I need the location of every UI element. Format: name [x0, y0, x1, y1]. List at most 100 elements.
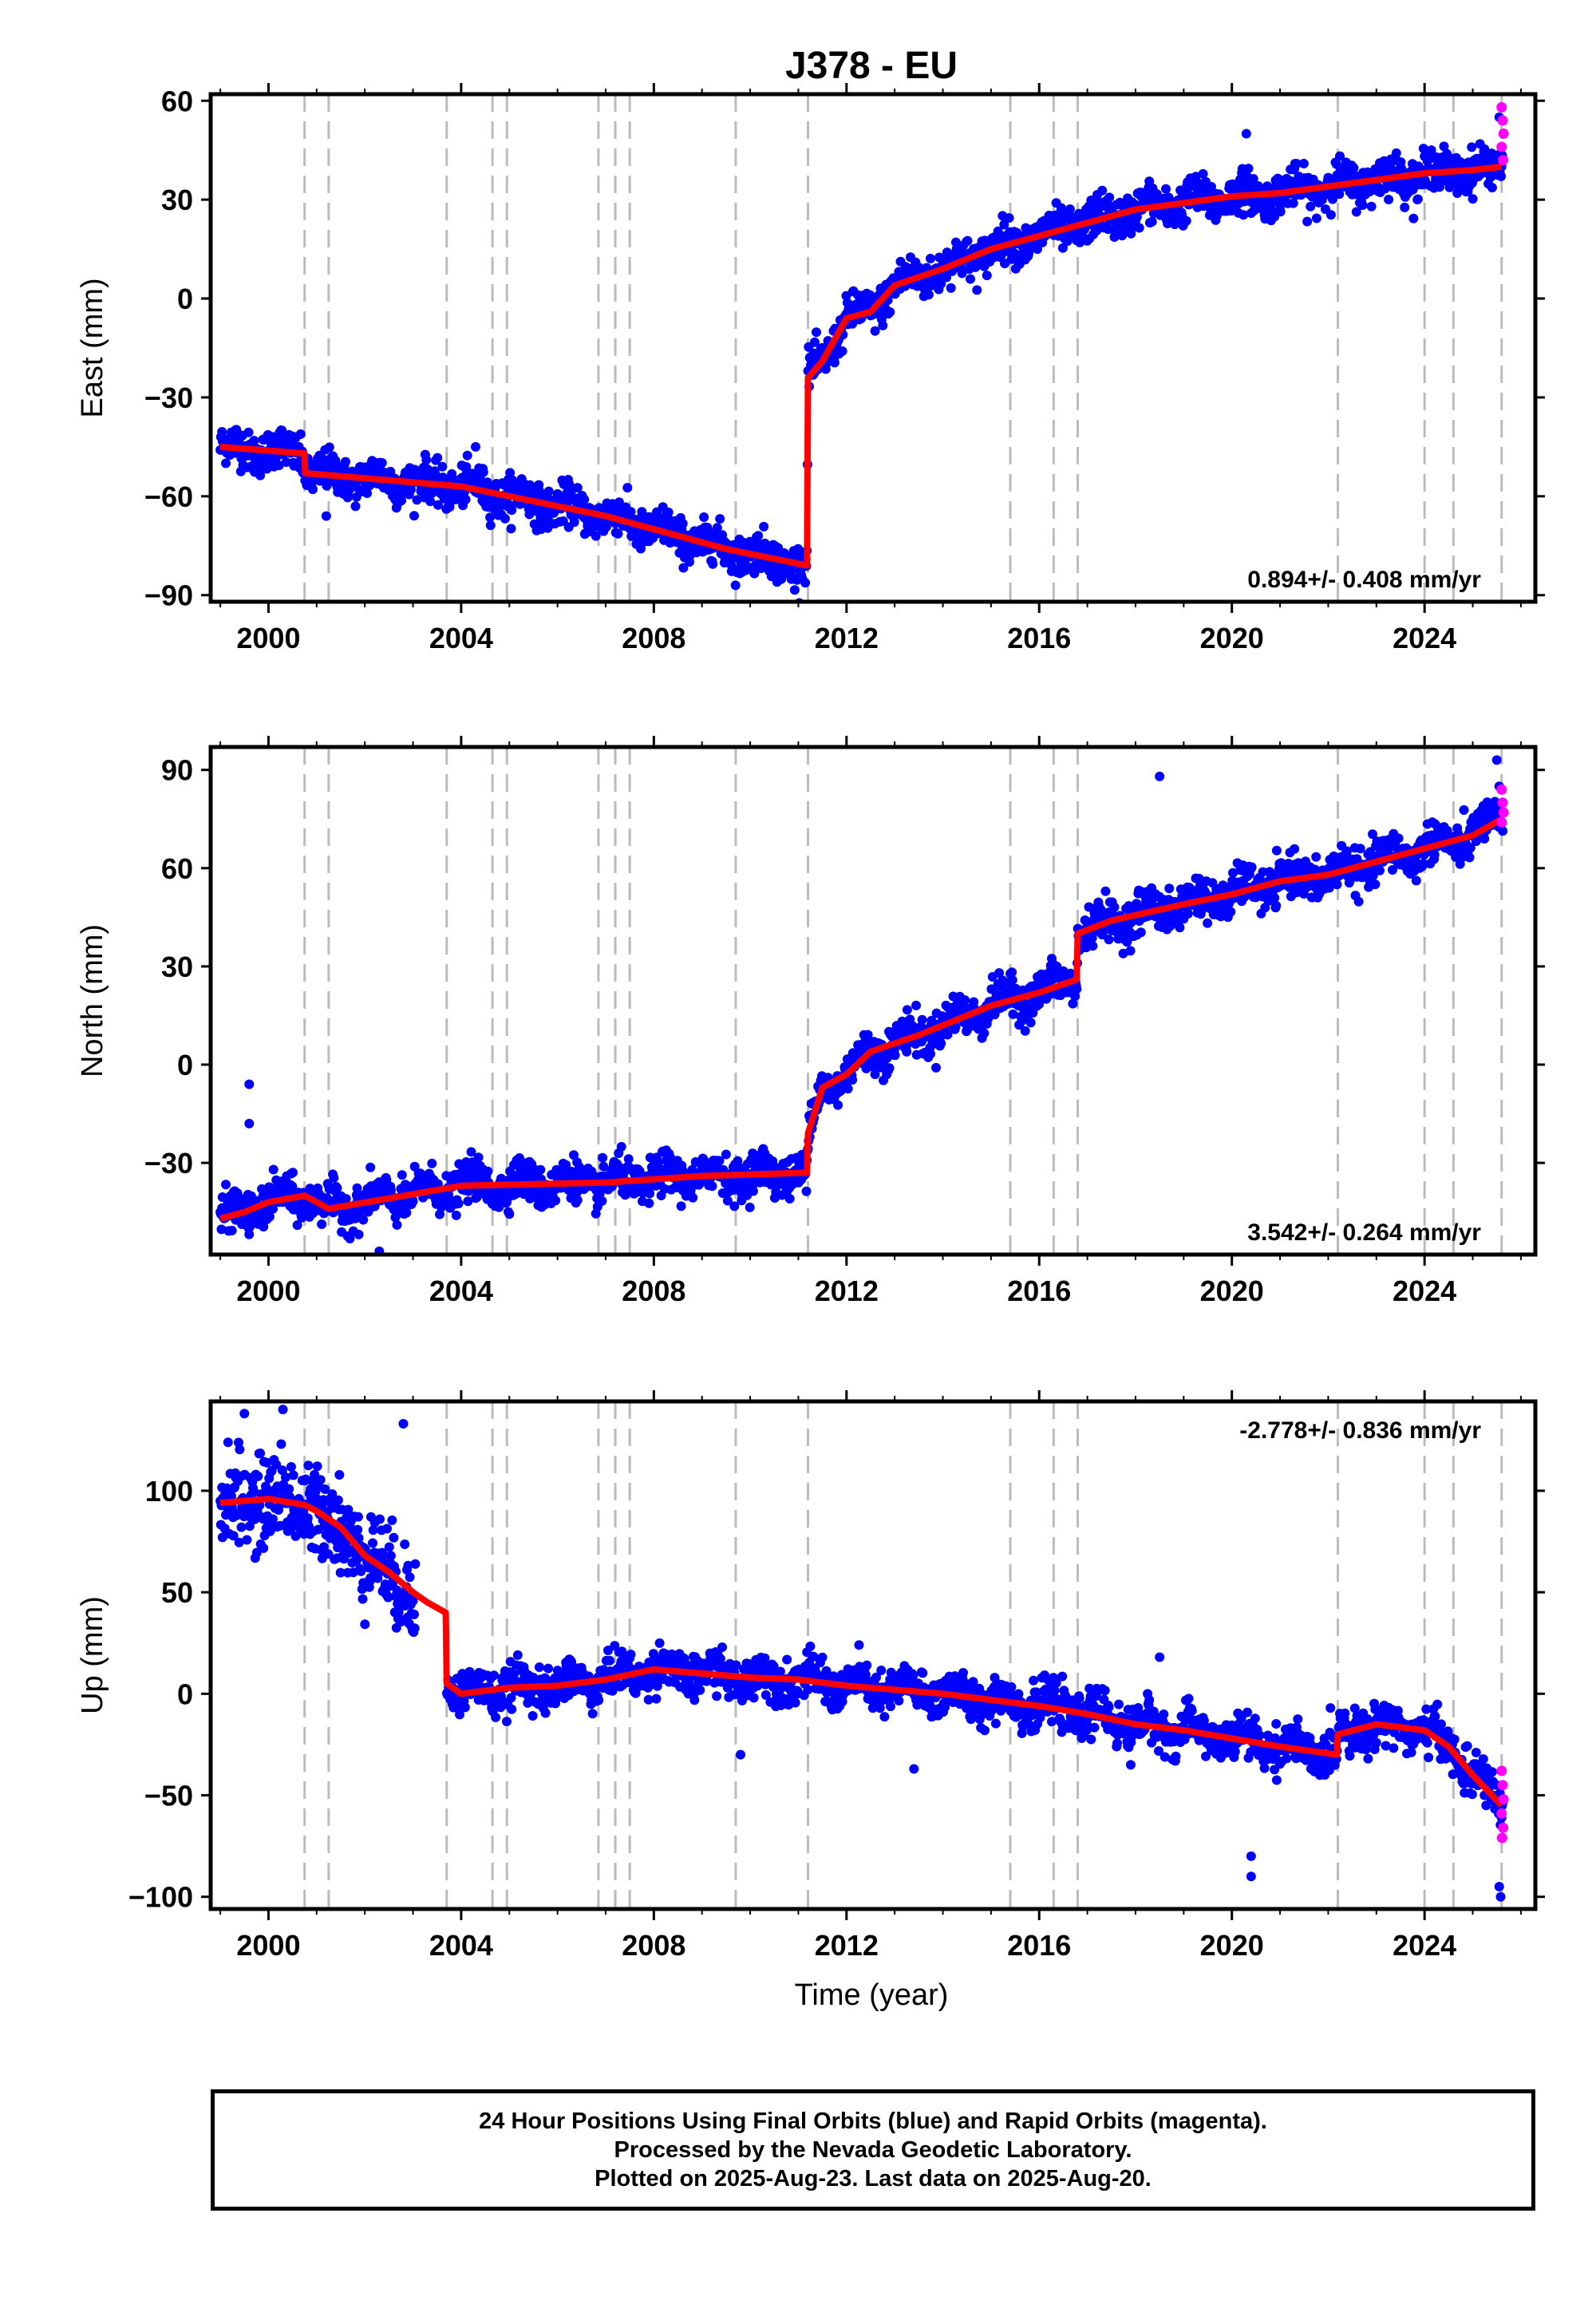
x-tick-label: 2004: [429, 622, 493, 654]
data-point: [259, 1543, 269, 1553]
data-point: [453, 1199, 464, 1209]
rapid-point: [1496, 141, 1507, 152]
data-point: [1097, 185, 1108, 196]
data-point: [1007, 967, 1017, 978]
data-point: [1104, 935, 1114, 945]
data-point: [753, 531, 764, 541]
chart-title: J378 - EU: [785, 45, 958, 87]
data-point: [365, 1162, 376, 1172]
data-point: [1408, 213, 1419, 223]
data-point: [1298, 159, 1309, 168]
data-point: [451, 1210, 461, 1220]
x-axis-east: 2000 2004 2008 2012 2016 2020 2024: [219, 83, 1522, 654]
data-point: [425, 496, 436, 507]
data-point: [1288, 198, 1298, 208]
data-point: [911, 1000, 921, 1010]
rate-annotation-east: 0.894+/- 0.408 mm/yr: [1247, 567, 1481, 593]
data-point: [1100, 886, 1111, 896]
data-point: [506, 524, 516, 534]
data-point: [341, 1194, 351, 1204]
data-point: [1004, 213, 1014, 223]
data-point: [1332, 879, 1342, 890]
data-point: [1134, 223, 1144, 233]
data-point: [236, 1522, 247, 1532]
data-point: [354, 1229, 364, 1239]
data-point: [1258, 867, 1268, 877]
data-point: [1465, 843, 1476, 853]
y-tick-label: 0: [177, 283, 193, 315]
data-point: [1366, 201, 1377, 211]
event-lines-east: [303, 94, 1503, 602]
data-point: [1010, 983, 1021, 994]
data-point: [923, 290, 934, 300]
data-point: [708, 559, 718, 569]
data-point: [1183, 908, 1193, 919]
data-point: [507, 505, 517, 516]
data-point: [712, 523, 722, 533]
data-point: [262, 1457, 272, 1468]
data-point: [870, 1069, 880, 1080]
data-point: [1068, 998, 1078, 1009]
data-point: [1072, 984, 1082, 994]
y-tick-label: 30: [161, 184, 193, 216]
data-point: [351, 492, 361, 502]
data-point: [1246, 862, 1257, 872]
data-point: [926, 254, 935, 263]
data-point: [1411, 875, 1421, 886]
data-point: [1109, 902, 1120, 912]
data-point: [616, 1141, 626, 1152]
data-point: [1198, 168, 1208, 179]
data-point: [1007, 975, 1017, 985]
data-point: [292, 1220, 302, 1231]
data-point: [950, 237, 961, 247]
data-point: [261, 1481, 271, 1492]
data-point: [969, 997, 979, 1007]
data-point: [1260, 903, 1270, 913]
data-point: [1412, 194, 1423, 204]
data-point: [1429, 850, 1440, 860]
x-tick-label: 2008: [622, 622, 685, 654]
y-axis-label-east: East (mm): [76, 278, 109, 417]
data-point: [221, 458, 231, 468]
data-point: [950, 1022, 961, 1033]
data-point: [253, 1471, 263, 1481]
data-point: [460, 494, 471, 504]
data-point: [833, 1100, 843, 1110]
data-point: [543, 486, 554, 496]
data-point: [1057, 243, 1068, 253]
data-point: [1355, 844, 1365, 854]
data-point: [678, 563, 689, 573]
data-point: [870, 326, 880, 336]
data-point: [1147, 216, 1157, 227]
data-point: [730, 580, 741, 591]
data-point: [745, 1202, 755, 1212]
data-point: [317, 1219, 327, 1229]
data-point: [1334, 189, 1345, 200]
data-point: [885, 307, 895, 317]
y-tick-label: −60: [144, 480, 193, 513]
data-point: [1238, 210, 1249, 220]
x-axis-north: 2000 2004 2008 2012 2016 2020 2024: [219, 736, 1522, 1307]
data-point: [409, 511, 419, 521]
final-points-up: [215, 1405, 1508, 1902]
data-point: [569, 1150, 579, 1160]
data-point: [1418, 144, 1428, 154]
x-tick-label: 2016: [1007, 1275, 1071, 1307]
data-point: [936, 279, 946, 289]
data-point: [1451, 852, 1461, 862]
y-tick-label: −30: [144, 381, 193, 414]
outlier-point: [1155, 771, 1165, 781]
y-tick-label: −90: [144, 579, 193, 612]
outlier-point: [1491, 755, 1502, 765]
data-point: [801, 1186, 812, 1196]
data-point: [558, 516, 568, 526]
data-point: [917, 1014, 927, 1025]
data-point: [1324, 883, 1334, 893]
data-point: [999, 219, 1009, 230]
data-point: [324, 442, 334, 453]
data-point: [1275, 207, 1286, 217]
